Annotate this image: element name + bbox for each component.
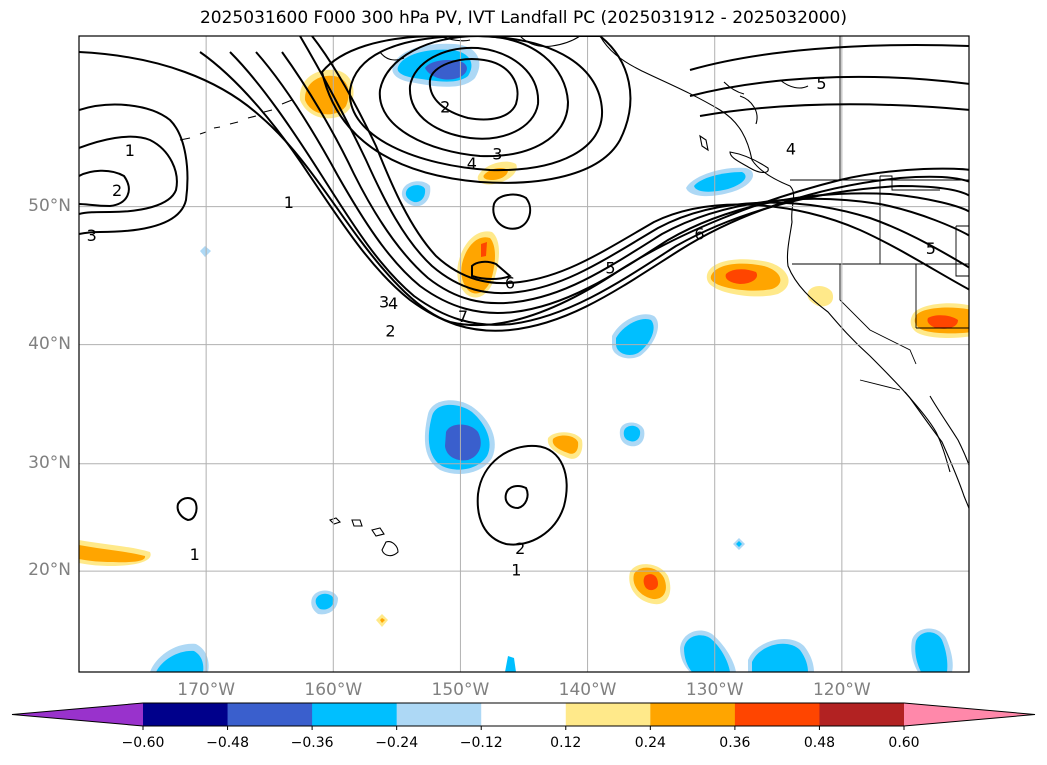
colorbar-tick-label: 0.36 bbox=[719, 735, 751, 751]
map-frame bbox=[78, 35, 970, 673]
ivt-negative-region bbox=[445, 424, 481, 461]
ivt-negative-region bbox=[752, 643, 808, 672]
lat-tick-label: 20°N bbox=[28, 560, 71, 581]
pv-contour-label: 1 bbox=[284, 193, 294, 212]
colorbar-bin bbox=[819, 703, 905, 726]
pv-contour-label: 5 bbox=[605, 258, 615, 277]
pv-contour-label: 1 bbox=[190, 545, 200, 564]
pv-contour-label: 4 bbox=[467, 154, 477, 173]
lat-tick-label: 50°N bbox=[28, 195, 71, 216]
colorbar-bin bbox=[312, 703, 398, 726]
map-title: 2025031600 F000 300 hPa PV, IVT Landfall… bbox=[199, 8, 847, 28]
ivt-positive-region bbox=[380, 618, 385, 623]
ivt-positive-region bbox=[643, 574, 658, 591]
ivt-positive-region bbox=[927, 315, 958, 329]
pv-contour-label: 4 bbox=[388, 294, 398, 313]
lon-tick-label: 140°W bbox=[558, 680, 617, 700]
pv-contour-label: 3 bbox=[492, 144, 502, 163]
ivt-positive-region bbox=[807, 286, 834, 307]
colorbar-bin bbox=[227, 703, 313, 726]
colorbar-tick-label: 0.24 bbox=[634, 735, 666, 751]
colorbar-bin bbox=[481, 703, 567, 726]
ivt-negative-region bbox=[315, 593, 334, 610]
lon-tick-label: 160°W bbox=[304, 680, 363, 700]
ivt-shading bbox=[79, 43, 969, 672]
colorbar-extend-max bbox=[904, 703, 1035, 726]
pv-contour-label: 3 bbox=[87, 226, 97, 245]
ivt-positive-region bbox=[79, 545, 146, 563]
ivt-negative-region bbox=[505, 656, 516, 672]
lon-tick-label: 130°W bbox=[685, 680, 744, 700]
pv-contour-label: 3 bbox=[379, 293, 389, 312]
pv-contour-label: 6 bbox=[694, 224, 704, 243]
pv-contour-label: 2 bbox=[112, 181, 122, 200]
colorbar-bin bbox=[143, 703, 229, 726]
colorbar bbox=[11, 702, 1036, 730]
ivt-positive-region bbox=[481, 242, 487, 257]
lat-tick-label: 40°N bbox=[28, 333, 71, 354]
colorbar-tick-label: −0.12 bbox=[459, 735, 503, 751]
ivt-negative-region bbox=[405, 185, 426, 203]
pv-contour-label: 2 bbox=[515, 539, 525, 558]
ivt-negative-region bbox=[915, 632, 948, 672]
colorbar-bin bbox=[396, 703, 482, 726]
ivt-positive-region bbox=[725, 269, 758, 284]
colorbar-bin bbox=[734, 703, 820, 726]
ivt-negative-region bbox=[694, 172, 746, 192]
ivt-negative-region bbox=[425, 60, 467, 80]
pv-contour-label: 7 bbox=[458, 307, 468, 326]
colorbar-tick-label: −0.48 bbox=[206, 735, 249, 751]
map-gridlines bbox=[79, 36, 969, 672]
coastlines bbox=[179, 36, 969, 557]
pv-contour-label: 4 bbox=[786, 139, 796, 158]
lon-tick-label: 170°W bbox=[177, 680, 236, 700]
pv-contours bbox=[79, 36, 969, 546]
ivt-negative-region bbox=[684, 635, 730, 672]
pv-contour-label: 2 bbox=[440, 97, 450, 116]
pv-contour-label: 1 bbox=[511, 561, 521, 580]
pv-contour-label: 5 bbox=[926, 239, 936, 258]
ivt-negative-region bbox=[736, 541, 742, 547]
pv-contour-label: 2 bbox=[385, 321, 395, 340]
pv-contour-label: 1 bbox=[125, 141, 135, 160]
pv-contour-label: 6 bbox=[505, 274, 515, 293]
colorbar-bin bbox=[650, 703, 736, 726]
lon-tick-label: 120°W bbox=[812, 680, 871, 700]
colorbar-tick-label: −0.36 bbox=[290, 735, 334, 751]
ivt-negative-region bbox=[623, 425, 641, 442]
ivt-negative-region bbox=[200, 246, 211, 257]
pv-contour-label: 5 bbox=[816, 74, 826, 93]
colorbar-tick-label: −0.60 bbox=[121, 735, 165, 751]
ivt-negative-region bbox=[156, 650, 204, 672]
lat-tick-label: 30°N bbox=[28, 452, 71, 473]
lon-tick-label: 150°W bbox=[431, 680, 490, 700]
ivt-positive-region bbox=[552, 435, 579, 454]
ivt-negative-region bbox=[616, 318, 654, 355]
colorbar-extend-min bbox=[12, 703, 143, 726]
colorbar-tick-label: 0.60 bbox=[888, 735, 920, 751]
colorbar-tick-label: −0.24 bbox=[375, 735, 419, 751]
colorbar-tick-label: 0.12 bbox=[550, 735, 582, 751]
colorbar-tick-label: 0.48 bbox=[803, 735, 836, 751]
colorbar-bin bbox=[565, 703, 651, 726]
